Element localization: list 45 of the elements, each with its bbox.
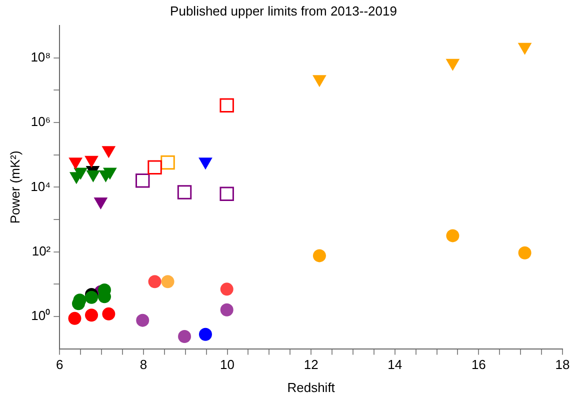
y-tick-label: 10⁶ bbox=[30, 114, 51, 130]
point bbox=[446, 58, 460, 71]
point bbox=[68, 158, 82, 170]
y-axis-title: Power (mK²) bbox=[7, 150, 22, 224]
x-tick-label: 18 bbox=[555, 357, 570, 372]
point bbox=[518, 246, 532, 260]
x-tick-label: 12 bbox=[304, 357, 318, 372]
point bbox=[148, 275, 162, 288]
y-tick-label: 10⁰ bbox=[31, 308, 51, 324]
point bbox=[177, 185, 192, 200]
point bbox=[68, 312, 82, 325]
point bbox=[178, 330, 192, 344]
point bbox=[161, 275, 174, 288]
point bbox=[198, 158, 212, 170]
x-tick-label: 8 bbox=[140, 357, 148, 372]
point bbox=[102, 307, 116, 320]
point bbox=[74, 168, 88, 180]
x-tick-label: 16 bbox=[471, 357, 486, 372]
point bbox=[446, 229, 460, 242]
point bbox=[220, 303, 234, 316]
point bbox=[160, 155, 175, 170]
y-tick-label: 10² bbox=[32, 243, 52, 258]
x-tick-label: 10 bbox=[220, 357, 234, 372]
y-tick-label: 10⁴ bbox=[30, 178, 51, 194]
point bbox=[312, 75, 326, 88]
point bbox=[136, 314, 150, 327]
point bbox=[94, 198, 108, 210]
point bbox=[136, 173, 150, 188]
point bbox=[103, 168, 117, 180]
point bbox=[102, 146, 116, 158]
point bbox=[148, 160, 162, 175]
point bbox=[84, 290, 98, 304]
point bbox=[220, 282, 234, 296]
point bbox=[518, 42, 532, 55]
y-tick-label: 10⁸ bbox=[30, 50, 51, 64]
x-tick-label: 6 bbox=[56, 357, 64, 372]
point bbox=[84, 308, 98, 322]
x-tick-label: 14 bbox=[388, 357, 402, 372]
point bbox=[312, 249, 326, 262]
chart-title: Published upper limits from 2013--2019 bbox=[170, 3, 397, 18]
point bbox=[84, 156, 98, 168]
point bbox=[198, 328, 212, 341]
x-axis-title: Redshift bbox=[287, 380, 336, 395]
point bbox=[220, 186, 234, 202]
point bbox=[86, 170, 100, 182]
